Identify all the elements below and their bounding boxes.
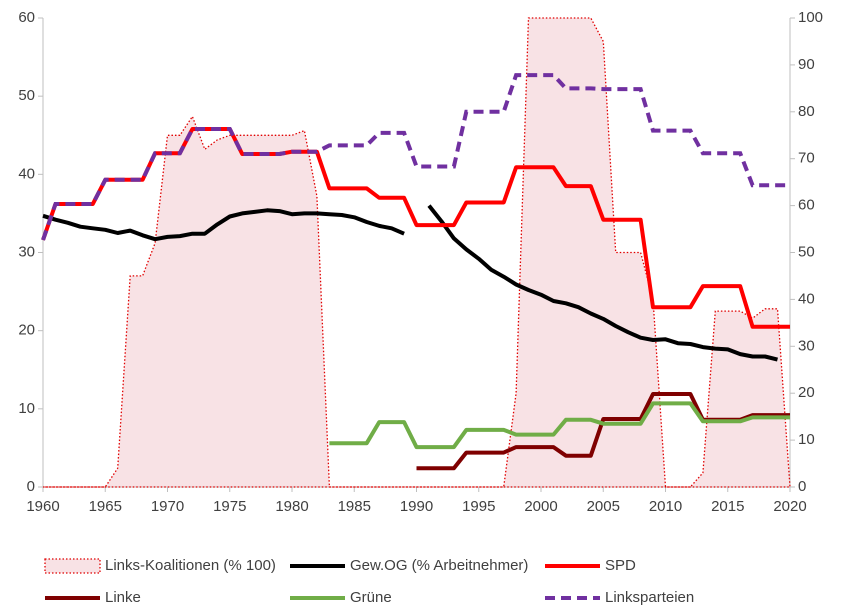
x-tick-label: 2020	[773, 498, 806, 515]
x-tick-label: 1995	[462, 498, 495, 515]
line	[427, 204, 778, 362]
y2-tick-label: 90	[798, 56, 815, 73]
y2-tick-label: 30	[798, 337, 815, 354]
x-tick-label: 2010	[649, 498, 682, 515]
y-tick-label: 10	[18, 400, 35, 417]
legend-label: SPD	[605, 557, 636, 574]
y2-tick-label: 80	[798, 103, 815, 120]
x-tick-label: 1980	[275, 498, 308, 515]
x-tick-label: 1965	[89, 498, 122, 515]
y-tick-label: 0	[27, 478, 35, 495]
legend-label: Linksparteien	[605, 589, 694, 605]
x-tick-label: 2005	[587, 498, 620, 515]
y2-tick-label: 0	[798, 478, 806, 495]
legend-label: Links-Koalitionen (% 100)	[105, 557, 276, 574]
y2-tick-label: 20	[798, 384, 815, 401]
legend-label: Linke	[105, 589, 141, 605]
legend-swatch	[44, 558, 101, 574]
y2-tick-label: 10	[798, 431, 815, 448]
x-tick-label: 2000	[524, 498, 557, 515]
y2-tick-label: 50	[798, 243, 815, 260]
x-tick-label: 1985	[338, 498, 371, 515]
y2-tick-label: 40	[798, 290, 815, 307]
y2-tick-label: 70	[798, 150, 815, 167]
y-tick-label: 50	[18, 87, 35, 104]
x-tick-label: 1970	[151, 498, 184, 515]
x-tick-label: 1975	[213, 498, 246, 515]
line	[42, 208, 405, 242]
x-tick-label: 1960	[26, 498, 59, 515]
line	[329, 401, 790, 450]
x-tick-label: 2015	[711, 498, 744, 515]
area	[43, 17, 791, 488]
legend-label: Grüne	[350, 589, 392, 605]
y2-tick-label: 100	[798, 9, 823, 26]
legend-label: Gew.OG (% Arbeitnehmer)	[350, 557, 528, 574]
line	[41, 73, 790, 241]
y-tick-label: 30	[18, 243, 35, 260]
y-tick-label: 40	[18, 165, 35, 182]
y-tick-label: 20	[18, 322, 35, 339]
y2-tick-label: 60	[798, 197, 815, 214]
x-tick-label: 1990	[400, 498, 433, 515]
y-tick-label: 60	[18, 9, 35, 26]
